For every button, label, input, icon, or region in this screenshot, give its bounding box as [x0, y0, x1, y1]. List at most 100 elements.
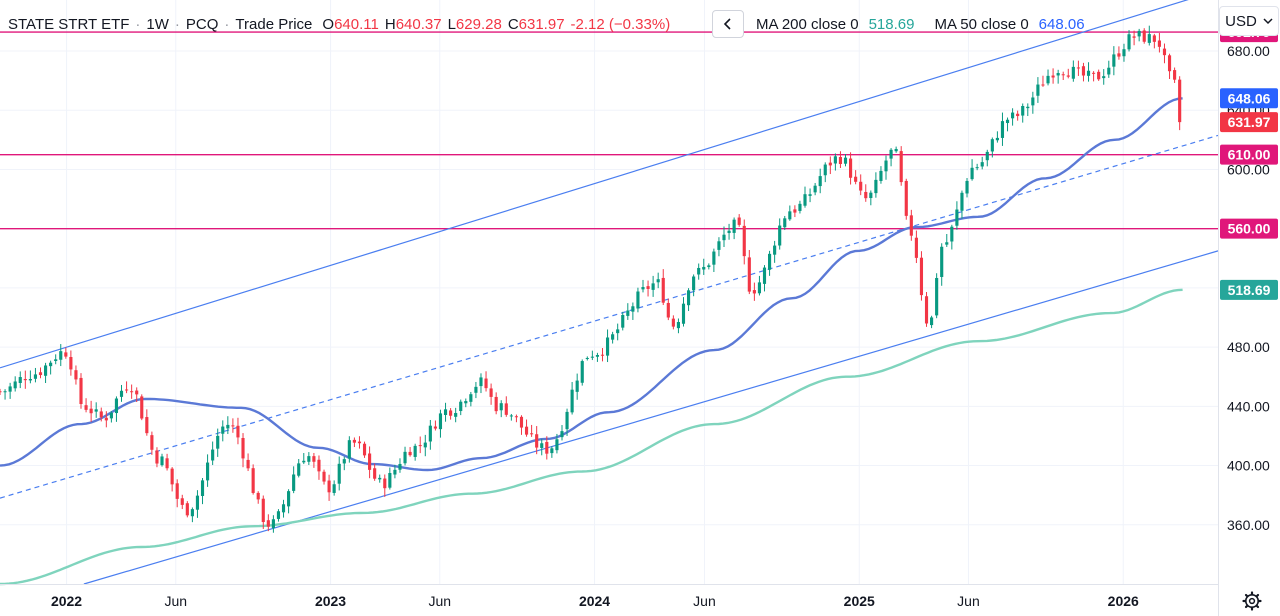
candle — [737, 214, 741, 227]
candle — [747, 249, 751, 295]
candle — [119, 384, 124, 402]
candle — [327, 474, 331, 501]
candle-body — [251, 468, 255, 493]
candle-body — [732, 219, 736, 233]
candle — [707, 263, 711, 270]
candle-body — [433, 426, 437, 429]
candle — [1051, 68, 1055, 84]
candle — [1011, 108, 1015, 126]
candle — [216, 428, 220, 457]
candle — [1117, 46, 1121, 60]
candle — [241, 433, 245, 468]
candle — [1041, 75, 1045, 87]
candle-body — [590, 356, 594, 358]
candle-body — [783, 218, 787, 228]
candle — [783, 215, 787, 231]
candle-body — [59, 351, 63, 360]
candle-body — [965, 180, 969, 194]
candle — [1026, 103, 1030, 117]
candle-body — [145, 417, 149, 434]
candle-body — [1137, 30, 1141, 37]
candle — [484, 371, 488, 392]
candle-body — [64, 352, 68, 357]
candle-body — [924, 296, 929, 324]
candle-body — [1056, 73, 1060, 76]
ma200-label[interactable]: MA 200 close 0 — [756, 15, 859, 33]
candle-body — [524, 426, 529, 435]
candle — [611, 331, 615, 344]
candle — [1127, 30, 1131, 52]
separator: · — [224, 15, 230, 33]
candle-body — [378, 477, 382, 480]
candle — [909, 209, 913, 241]
candle-body — [327, 480, 331, 493]
candle — [413, 443, 417, 461]
candle-body — [1117, 53, 1121, 57]
candle-body — [793, 209, 797, 213]
candle — [879, 166, 883, 184]
candle-body — [1016, 113, 1020, 117]
settings-button[interactable] — [1239, 588, 1265, 614]
candle-body — [1122, 49, 1126, 57]
candle-body — [894, 148, 898, 152]
candle-body — [287, 491, 291, 507]
price-label-text: 518.69 — [1228, 282, 1271, 298]
candle-body — [49, 362, 53, 367]
candle — [970, 159, 974, 181]
candle-body — [676, 322, 681, 329]
candle-body — [595, 355, 599, 357]
interval-label[interactable]: 1W — [146, 15, 169, 33]
symbol-name[interactable]: STATE STRT ETF — [8, 15, 130, 33]
candle-body — [332, 484, 336, 493]
candle — [1178, 76, 1182, 131]
candle-body — [297, 463, 301, 476]
candle-body — [302, 460, 306, 463]
price-label-text: 648.06 — [1228, 90, 1271, 106]
candle — [1142, 28, 1146, 44]
candle — [130, 384, 134, 399]
candle — [1147, 25, 1151, 46]
candle — [580, 359, 584, 386]
candle-body — [975, 167, 979, 169]
candle — [798, 200, 802, 214]
candle — [1107, 60, 1111, 78]
candle — [398, 458, 402, 473]
candle — [575, 373, 579, 400]
candle-body — [702, 266, 706, 270]
candle-body — [914, 237, 918, 258]
candle-body — [692, 276, 696, 291]
candle — [175, 479, 179, 508]
indicators-legend: MA 200 close 0 518.69 MA 50 close 0 648.… — [712, 9, 1085, 39]
candle-body — [94, 409, 98, 412]
collapse-indicators-button[interactable] — [712, 10, 744, 38]
candle-body — [798, 203, 802, 211]
gear-icon — [1242, 591, 1262, 611]
candle — [94, 402, 98, 418]
candle — [49, 360, 53, 375]
candle — [540, 438, 544, 456]
candle-body — [530, 433, 534, 435]
price-label: 560.00 — [1220, 218, 1278, 239]
currency-selector[interactable]: USD — [1219, 6, 1279, 36]
price-type-label: Trade Price — [235, 15, 313, 33]
ma50-value: 648.06 — [1038, 15, 1085, 33]
candle-body — [494, 396, 498, 412]
candle — [251, 464, 255, 495]
candle — [793, 205, 797, 218]
candle-body — [889, 149, 893, 159]
candle — [985, 149, 989, 167]
candle — [1173, 67, 1177, 83]
candle — [423, 434, 427, 457]
candle-body — [838, 156, 843, 165]
high-label: H — [384, 15, 396, 33]
candle — [64, 347, 68, 359]
candle-body — [211, 449, 215, 461]
candle — [170, 467, 174, 492]
candle — [180, 494, 184, 510]
ma50-label[interactable]: MA 50 close 0 — [934, 15, 1029, 33]
candle-body — [38, 372, 43, 376]
candle-body — [403, 451, 407, 464]
candle-body — [1152, 35, 1156, 42]
candle-body — [722, 234, 726, 241]
